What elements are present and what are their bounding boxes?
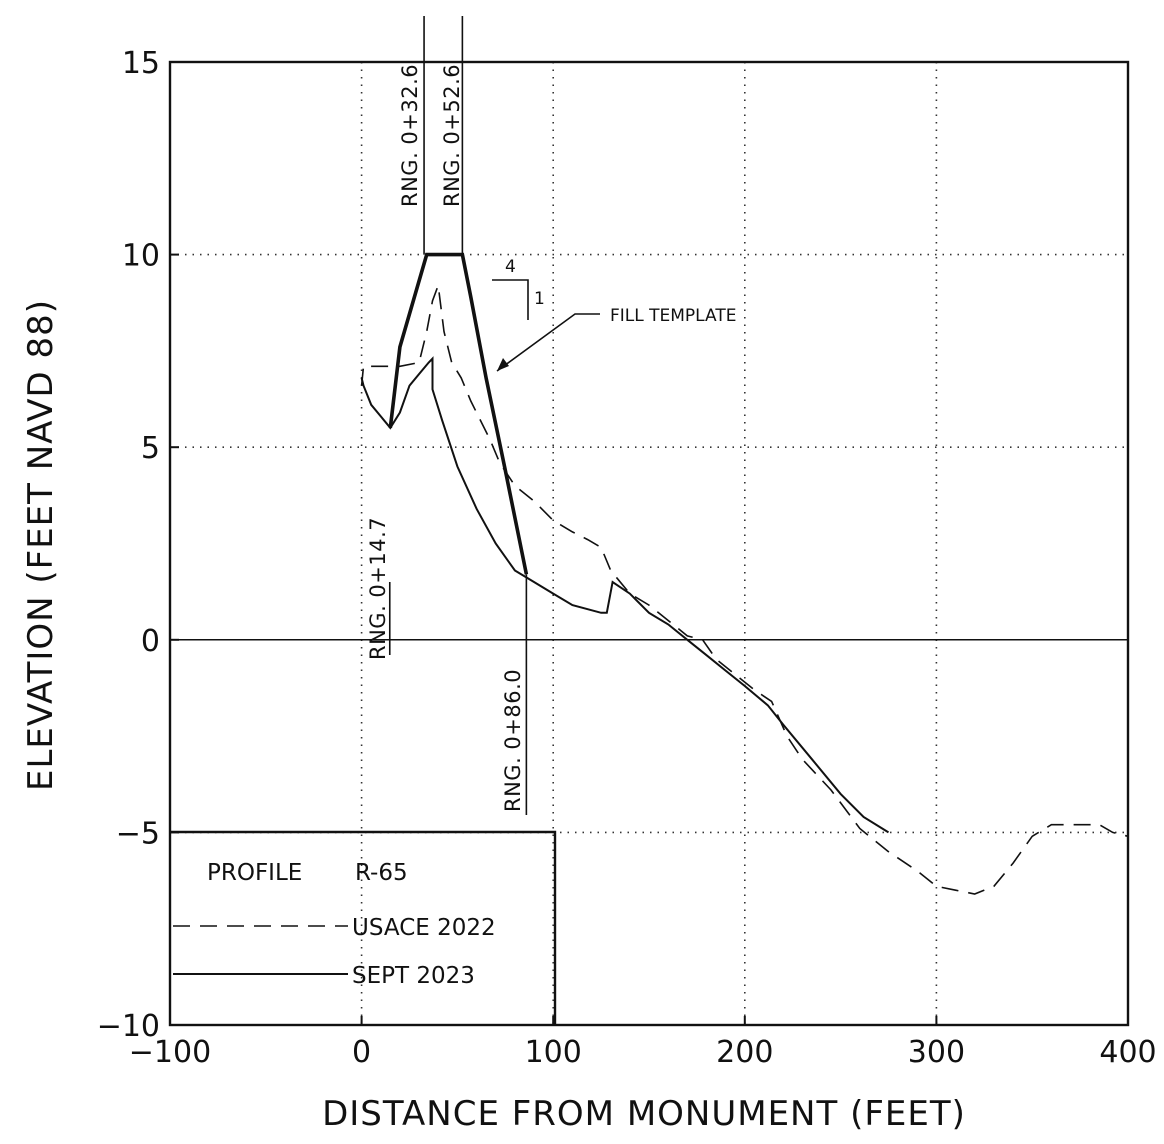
slope-indicator: 4 1 [492,257,545,320]
x-tick-label-100: −100 [129,1035,211,1070]
x-tick-label-100: 100 [525,1035,582,1070]
x-axis-title: DISTANCE FROM MONUMENT (FEET) [322,1094,966,1134]
plot-frame [168,60,1130,1027]
slope-run-label: 4 [505,257,516,277]
x-tick-label-0: 0 [352,1035,371,1070]
legend-title: PROFILE [207,860,302,886]
series-line-sept-2023 [360,356,890,834]
y-tick-label-10: 10 [122,239,160,274]
legend-label-usace-2022: USACE 2022 [352,915,496,941]
y-tick-label-5: 5 [141,431,160,466]
series-line-fill-template [388,252,529,575]
grid-lines [170,62,1128,1025]
x-tick-label-200: 200 [716,1035,773,1070]
slope-bracket [492,279,529,320]
callout-leader [496,313,600,372]
fill-template-label: FILL TEMPLATE [610,306,736,326]
fill-template-callout: FILL TEMPLATE [496,306,736,372]
range-label-rng-0-14-7: RNG. 0+14.7 [366,517,390,660]
series-line-usace-2022 [360,285,1129,895]
range-label-rng-0-52-6: RNG. 0+52.6 [440,64,464,207]
y-tick-label-15: 15 [122,46,160,81]
x-tick-label-400: 400 [1099,1035,1156,1070]
legend-profile-id: R-65 [355,860,408,886]
callout-arrowhead [497,358,509,371]
range-lines: RNG. 0+14.7 RNG. 0+32.6 RNG. 0+52.6 RNG. 0+… [366,16,528,815]
range-label-rng-0-32-6: RNG. 0+32.6 [398,64,422,207]
slope-rise-label: 1 [534,289,545,309]
tick-labels: −100 0 100 200 300 400 15 10 5 0 −5 −10 [97,46,1157,1070]
legend-label-sept-2023: SEPT 2023 [352,963,475,989]
series-layer [360,252,1129,895]
range-label-rng-0-86-0: RNG. 0+86.0 [501,669,525,812]
y-tick-label-10: −10 [97,1009,160,1044]
y-axis-title: ELEVATION (FEET NAVD 88) [21,299,61,791]
legend-border [170,830,557,1025]
y-tick-label-0: 0 [141,624,160,659]
y-tick-label-5: −5 [116,816,160,851]
legend: PROFILE R-65 USACE 2022 SEPT 2023 [170,830,557,1025]
x-tick-label-300: 300 [908,1035,965,1070]
